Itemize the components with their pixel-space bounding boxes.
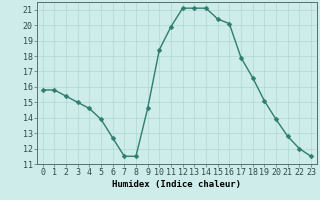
X-axis label: Humidex (Indice chaleur): Humidex (Indice chaleur) <box>112 180 241 189</box>
